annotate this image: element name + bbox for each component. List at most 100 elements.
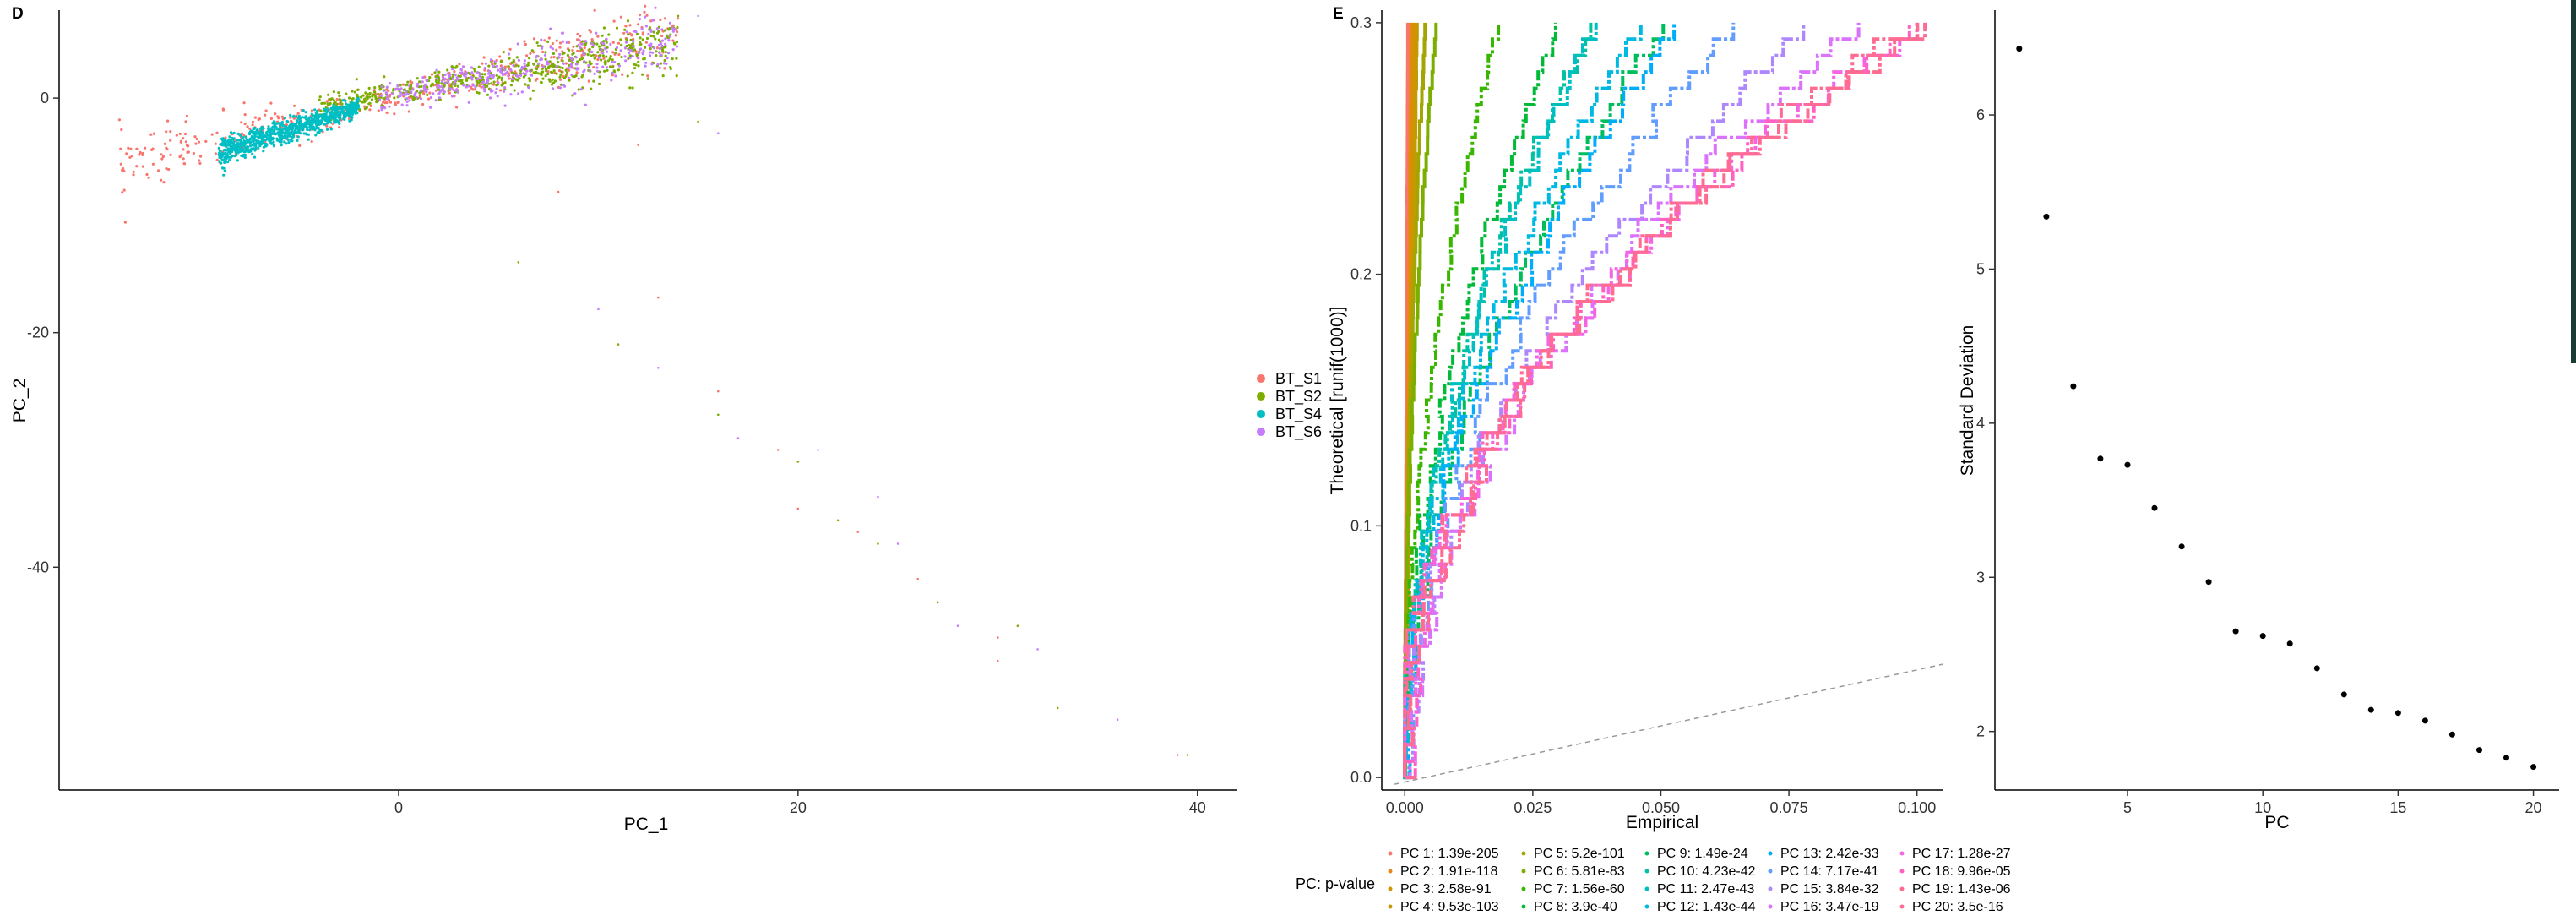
pca-point xyxy=(655,50,658,53)
pca-point xyxy=(658,47,661,51)
pca-point xyxy=(340,102,344,106)
pca-point xyxy=(574,56,578,59)
pca-point xyxy=(529,97,532,101)
pca-point xyxy=(432,83,435,86)
pca-point xyxy=(515,56,519,59)
pca-point xyxy=(606,68,609,72)
pca-point xyxy=(279,124,282,128)
pca-point xyxy=(220,151,224,155)
pca-point xyxy=(254,144,258,147)
pca-point xyxy=(368,91,372,95)
pca-point xyxy=(279,130,282,134)
pca-point xyxy=(675,45,679,48)
pca-outlier-point xyxy=(1056,706,1059,710)
pca-point xyxy=(561,56,564,59)
pca-point xyxy=(512,73,515,76)
pca-point xyxy=(384,91,388,95)
pca-point xyxy=(167,167,171,172)
pca-point xyxy=(676,25,679,30)
pca-point xyxy=(267,128,270,131)
pca-point xyxy=(253,155,257,159)
pca-point xyxy=(452,82,455,85)
pca-point xyxy=(289,116,292,119)
pca-point xyxy=(292,114,296,117)
pca-point xyxy=(520,90,524,94)
pca-point xyxy=(576,49,579,52)
pca-point xyxy=(568,48,571,52)
pca-point xyxy=(437,70,441,74)
pca-point xyxy=(481,73,484,76)
pca-point xyxy=(561,74,565,78)
pca-point xyxy=(385,111,389,114)
pca-point xyxy=(383,75,386,79)
pca-point xyxy=(257,142,260,145)
pca-point xyxy=(351,116,354,119)
elbow-point xyxy=(2530,764,2537,771)
pca-point xyxy=(658,52,661,55)
pca-point xyxy=(633,48,637,52)
pca-point xyxy=(356,93,359,96)
pca-point xyxy=(535,68,539,71)
pca-point xyxy=(197,140,200,144)
pca-point xyxy=(609,55,612,58)
pca-point xyxy=(152,132,156,135)
jackstraw-legend-key xyxy=(1768,886,1773,891)
pca-point xyxy=(409,87,413,91)
pca-point xyxy=(409,95,412,98)
pca-point xyxy=(271,125,274,128)
pca-point xyxy=(552,52,556,56)
pca-point xyxy=(467,84,470,88)
elbow-point xyxy=(2394,710,2401,717)
pca-point xyxy=(580,42,584,46)
pca-point xyxy=(620,55,623,59)
pca-point xyxy=(578,39,581,42)
pca-point xyxy=(659,62,663,65)
pca-point xyxy=(277,139,280,142)
pca-point xyxy=(663,29,667,32)
pca-point xyxy=(644,4,647,8)
pca-point xyxy=(332,90,335,94)
pca-point xyxy=(655,27,659,30)
jackstraw-lines xyxy=(1403,22,1927,780)
pca-point xyxy=(651,19,655,22)
pca-point xyxy=(486,84,489,88)
pca-point xyxy=(311,126,314,129)
pca-point xyxy=(588,47,591,52)
pca-point xyxy=(558,46,562,49)
pca-point xyxy=(547,36,551,40)
pca-point xyxy=(329,112,333,115)
pca-point xyxy=(675,74,678,78)
pca-point xyxy=(230,131,233,134)
pca-point xyxy=(665,62,668,65)
pca-point xyxy=(184,120,187,123)
pca-point xyxy=(612,19,616,23)
pca-point xyxy=(644,46,647,49)
pca-point xyxy=(607,33,611,36)
pca-point xyxy=(510,61,514,64)
pca-point xyxy=(553,79,557,83)
elbow-point xyxy=(2421,717,2428,724)
jackstraw-legend-label: PC 11: 2.47e-43 xyxy=(1657,882,1754,896)
pca-point xyxy=(530,49,534,52)
pca-point xyxy=(368,108,372,112)
pca-point xyxy=(535,59,538,63)
pca-point xyxy=(503,65,508,68)
jackstraw-legend-label: PC 13: 2.42e-33 xyxy=(1780,847,1879,861)
pca-point xyxy=(122,169,126,173)
pca-point xyxy=(399,87,403,90)
pca-point xyxy=(523,40,526,43)
pca-point xyxy=(661,74,665,78)
pca-point xyxy=(433,71,437,74)
pca-outlier-point xyxy=(937,601,939,604)
pca-point xyxy=(610,60,614,63)
pca-point xyxy=(229,144,232,148)
pca-point xyxy=(614,74,617,78)
pca-point xyxy=(517,64,520,68)
pca-point xyxy=(403,88,406,91)
pca-point xyxy=(251,130,254,134)
pca-point xyxy=(465,79,469,82)
pca-point xyxy=(517,58,521,62)
pca-point xyxy=(546,70,550,74)
pca-point xyxy=(151,162,155,166)
pca-point xyxy=(151,147,155,150)
